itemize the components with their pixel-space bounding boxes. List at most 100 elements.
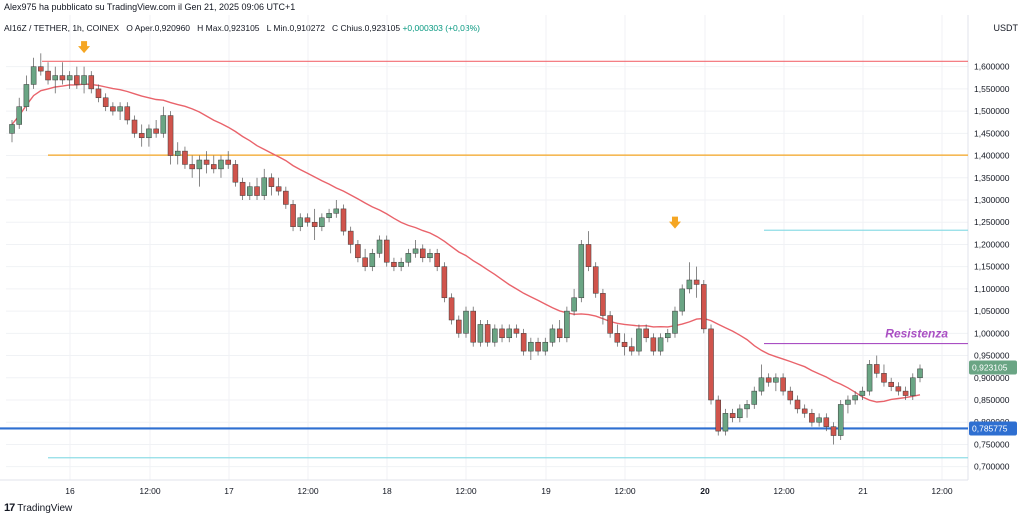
resistenza-annotation: Resistenza xyxy=(885,327,948,341)
candle-down xyxy=(167,115,174,156)
candle-down xyxy=(283,190,289,205)
candle-down xyxy=(484,324,491,343)
candle-down xyxy=(650,337,657,352)
candle-up xyxy=(333,208,340,214)
ohlc-close-label: C xyxy=(332,23,339,33)
candle-down xyxy=(902,390,909,396)
y-tick-label: 1,250000 xyxy=(974,217,1010,227)
candle-up xyxy=(636,328,642,352)
y-tick-label: 1,500000 xyxy=(974,106,1010,116)
y-tick-label: 1,200000 xyxy=(974,239,1010,249)
candle-up xyxy=(528,341,534,352)
candle-down xyxy=(110,106,116,112)
candle-down xyxy=(95,88,102,99)
candle-up xyxy=(657,337,664,352)
candle-up xyxy=(412,248,419,254)
candle-down xyxy=(780,377,786,392)
candle-down xyxy=(211,164,217,170)
candle-down xyxy=(470,310,476,343)
y-tick-label: 1,000000 xyxy=(974,328,1010,338)
candle-down xyxy=(340,208,347,232)
candle-up xyxy=(859,390,866,396)
candle-up xyxy=(917,368,923,379)
candle-down xyxy=(787,390,794,401)
ohlc-high: Max.0,923105 xyxy=(205,23,260,33)
x-tick-label: 19 xyxy=(541,486,551,496)
candle-up xyxy=(369,253,376,267)
candle-down xyxy=(456,319,462,334)
x-tick-label: 12:00 xyxy=(139,486,161,496)
candle-down xyxy=(102,97,109,107)
candle-up xyxy=(845,399,851,405)
x-tick-label: 12:00 xyxy=(773,486,795,496)
price-label-text: 0,785775 xyxy=(972,424,1008,434)
x-tick-label: 12:00 xyxy=(297,486,319,496)
arrow-down-1-icon xyxy=(78,41,91,54)
candle-up xyxy=(686,279,693,290)
candle-down xyxy=(268,177,275,187)
x-tick-label: 17 xyxy=(224,486,234,496)
y-tick-label: 1,050000 xyxy=(974,306,1010,316)
candle-down xyxy=(131,119,138,134)
y-tick-label: 0,850000 xyxy=(974,395,1010,405)
x-tick-label: 21 xyxy=(858,486,868,496)
candle-up xyxy=(9,124,15,134)
candle-up xyxy=(477,324,484,343)
candle-up xyxy=(837,404,844,436)
candle-up xyxy=(542,341,549,352)
ohlc-low: Min.0,910272 xyxy=(273,23,325,33)
candle-up xyxy=(549,328,556,343)
price-label-box xyxy=(969,421,1017,436)
y-tick-label: 0,750000 xyxy=(974,439,1010,449)
candle-down xyxy=(809,413,815,423)
publisher-line: Alex975 ha pubblicato su TradingView.com… xyxy=(4,2,296,12)
unit-label: USDT xyxy=(993,23,1019,33)
candle-up xyxy=(160,115,167,134)
candle-down xyxy=(138,133,145,139)
candle-down xyxy=(708,328,714,401)
candle-down xyxy=(895,386,902,392)
candle-down xyxy=(715,399,721,432)
candle-up xyxy=(218,159,224,170)
x-tick-label: 18 xyxy=(382,486,392,496)
candle-up xyxy=(492,328,498,343)
candle-down xyxy=(513,328,520,334)
candle-up xyxy=(146,128,152,139)
candle-up xyxy=(744,404,750,410)
candle-up xyxy=(66,75,73,81)
candle-down xyxy=(355,244,361,259)
candle-down xyxy=(189,164,195,170)
moving-average-line xyxy=(11,83,921,403)
y-tick-label: 1,300000 xyxy=(974,195,1010,205)
candle-down xyxy=(434,253,440,267)
candle-down xyxy=(614,333,621,343)
y-tick-label: 1,400000 xyxy=(974,151,1010,161)
candle-down xyxy=(448,297,455,321)
candle-down xyxy=(311,221,318,227)
candle-up xyxy=(758,377,765,392)
y-tick-label: 0,950000 xyxy=(974,351,1010,361)
candle-up xyxy=(261,177,267,196)
candle-down xyxy=(239,181,246,196)
candle-up xyxy=(196,159,203,170)
candle-down xyxy=(701,284,707,330)
candle-down xyxy=(275,186,282,192)
x-tick-label: 20 xyxy=(700,486,710,496)
candle-down xyxy=(823,417,830,427)
candle-down xyxy=(74,75,80,85)
candle-up xyxy=(816,417,822,423)
candle-up xyxy=(427,253,433,259)
candle-down xyxy=(203,159,210,165)
ohlc-change: +0,000303 (+0,03%) xyxy=(402,23,480,33)
arrow-down-2-icon xyxy=(668,216,681,229)
candle-down xyxy=(801,408,808,414)
candle-down xyxy=(347,230,354,245)
y-tick-label: 1,350000 xyxy=(974,173,1010,183)
candle-down xyxy=(556,328,563,339)
candle-down xyxy=(830,426,837,436)
candle-up xyxy=(564,310,570,339)
candle-down xyxy=(729,413,736,419)
candle-down xyxy=(290,204,296,227)
candle-up xyxy=(910,377,916,396)
